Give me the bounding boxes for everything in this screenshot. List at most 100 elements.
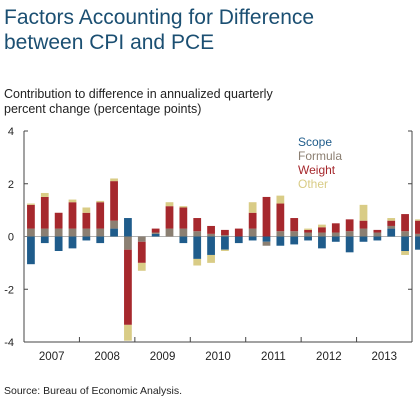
x-tick-label: 2012 (316, 351, 342, 363)
bar-segment-formula (276, 231, 285, 237)
x-tick-label: 2011 (261, 351, 286, 363)
bar-segment-weight (276, 203, 285, 232)
bar-segment-weight (359, 220, 368, 229)
bar-segment-formula (221, 235, 229, 237)
bar-segment-formula (110, 220, 118, 229)
bar-segment-scope (415, 236, 420, 250)
bar-segment-weight (40, 196, 49, 229)
bar-segment-scope (96, 236, 105, 244)
bar-segment-formula (373, 232, 382, 237)
bar-segment-scope (318, 236, 326, 249)
bar-segment-weight (151, 228, 160, 233)
bar-segment-weight (401, 214, 409, 232)
bar-segment-weight (387, 220, 396, 226)
bar-segment-weight (179, 207, 188, 229)
bar-segment-formula (137, 236, 146, 242)
bar-segment-formula (401, 231, 409, 237)
bar-segment-weight (262, 196, 271, 237)
bar-segment-formula (304, 232, 312, 237)
bar-segment-formula (207, 233, 215, 237)
bar-segment-scope (54, 236, 63, 252)
bar-segment-other (415, 219, 420, 221)
bar-segment-weight (331, 223, 340, 233)
bar-segment-scope (401, 236, 409, 252)
bar-segment-weight (207, 225, 215, 234)
bar-segment-scope (68, 236, 77, 249)
chart-title-line-1: Factors Accounting for Difference (4, 6, 315, 29)
bar-segment-formula (387, 225, 396, 229)
bar-segment-formula (359, 228, 368, 237)
bar-segment-weight (373, 229, 382, 233)
bar-segment-formula (415, 233, 420, 237)
bar-segment-formula (248, 228, 257, 237)
bar-segment-formula (124, 236, 132, 250)
bar-segment-weight (415, 220, 420, 234)
legend-entry-formula: Formula (298, 149, 342, 163)
bar-segment-scope (290, 236, 299, 245)
bar-segment-other (221, 249, 229, 252)
bar-segment-formula (96, 228, 105, 237)
bar-segment-other (193, 258, 202, 266)
bar-segment-other (165, 202, 174, 207)
bar-segment-weight (304, 229, 312, 233)
bar-segment-other (318, 224, 326, 228)
bar-segment-scope (373, 236, 382, 241)
bar-segment-weight (124, 249, 132, 325)
legend-entry-weight: Weight (298, 163, 336, 177)
bar-segment-weight (82, 212, 91, 229)
bar-segment-other (387, 218, 396, 221)
bar-segment-scope (304, 236, 312, 241)
bar-segment-weight (165, 206, 174, 229)
bar-segment-weight (110, 181, 118, 221)
bar-segment-scope (179, 236, 188, 244)
bar-segment-scope (248, 236, 257, 241)
bar-segment-other (40, 192, 49, 197)
bar-segment-scope (193, 236, 202, 259)
x-tick-label: 2008 (94, 351, 120, 363)
bar-segment-other (82, 207, 91, 213)
bar-segment-other (401, 251, 409, 255)
bar-segment-formula (27, 228, 35, 237)
y-tick-label: -4 (4, 337, 14, 349)
bar-segment-formula (290, 231, 299, 237)
bar-segment-scope (110, 228, 118, 237)
bar-segment-other (304, 228, 312, 230)
bar-segment-weight (68, 202, 77, 229)
bar-segment-weight (96, 202, 105, 229)
bar-segment-other (207, 254, 215, 263)
bar-segment-other (179, 206, 188, 208)
bar-segment-formula (331, 232, 340, 237)
bar-segment-other (68, 199, 77, 203)
bar-segment-formula (345, 231, 354, 237)
bar-segment-weight (193, 218, 202, 232)
y-tick-label: 4 (8, 126, 14, 138)
legend-entry-other: Other (298, 177, 328, 191)
bar-segment-scope (151, 233, 160, 237)
bar-segment-formula (193, 231, 202, 237)
legend-entry-scope: Scope (298, 135, 332, 149)
bar-segment-weight (234, 228, 243, 237)
bar-segment-weight (221, 229, 229, 236)
bar-segment-weight (290, 218, 299, 232)
bar-segment-other (96, 200, 105, 203)
bar-segment-weight (248, 212, 257, 229)
bar-segment-scope (262, 236, 271, 242)
bar-segment-weight (137, 241, 146, 263)
bar-segment-scope (207, 236, 215, 255)
bar-segment-other (27, 203, 35, 205)
x-tick-label: 2007 (39, 351, 65, 363)
y-axis-description-line-1: Contribution to difference in annualized… (4, 87, 273, 101)
x-tick-label: 2013 (371, 351, 397, 363)
bar-segment-formula (179, 228, 188, 237)
bar-segment-formula (262, 241, 271, 246)
x-tick-label: 2009 (150, 351, 176, 363)
bar-segment-scope (331, 236, 340, 242)
x-tick-label: 2010 (205, 351, 231, 363)
bar-segment-other (248, 202, 257, 213)
bar-segment-scope (276, 236, 285, 246)
bar-segment-scope (40, 236, 49, 244)
bar-segment-other (359, 204, 368, 221)
bar-segment-formula (318, 232, 326, 237)
bar-segment-scope (387, 228, 396, 237)
